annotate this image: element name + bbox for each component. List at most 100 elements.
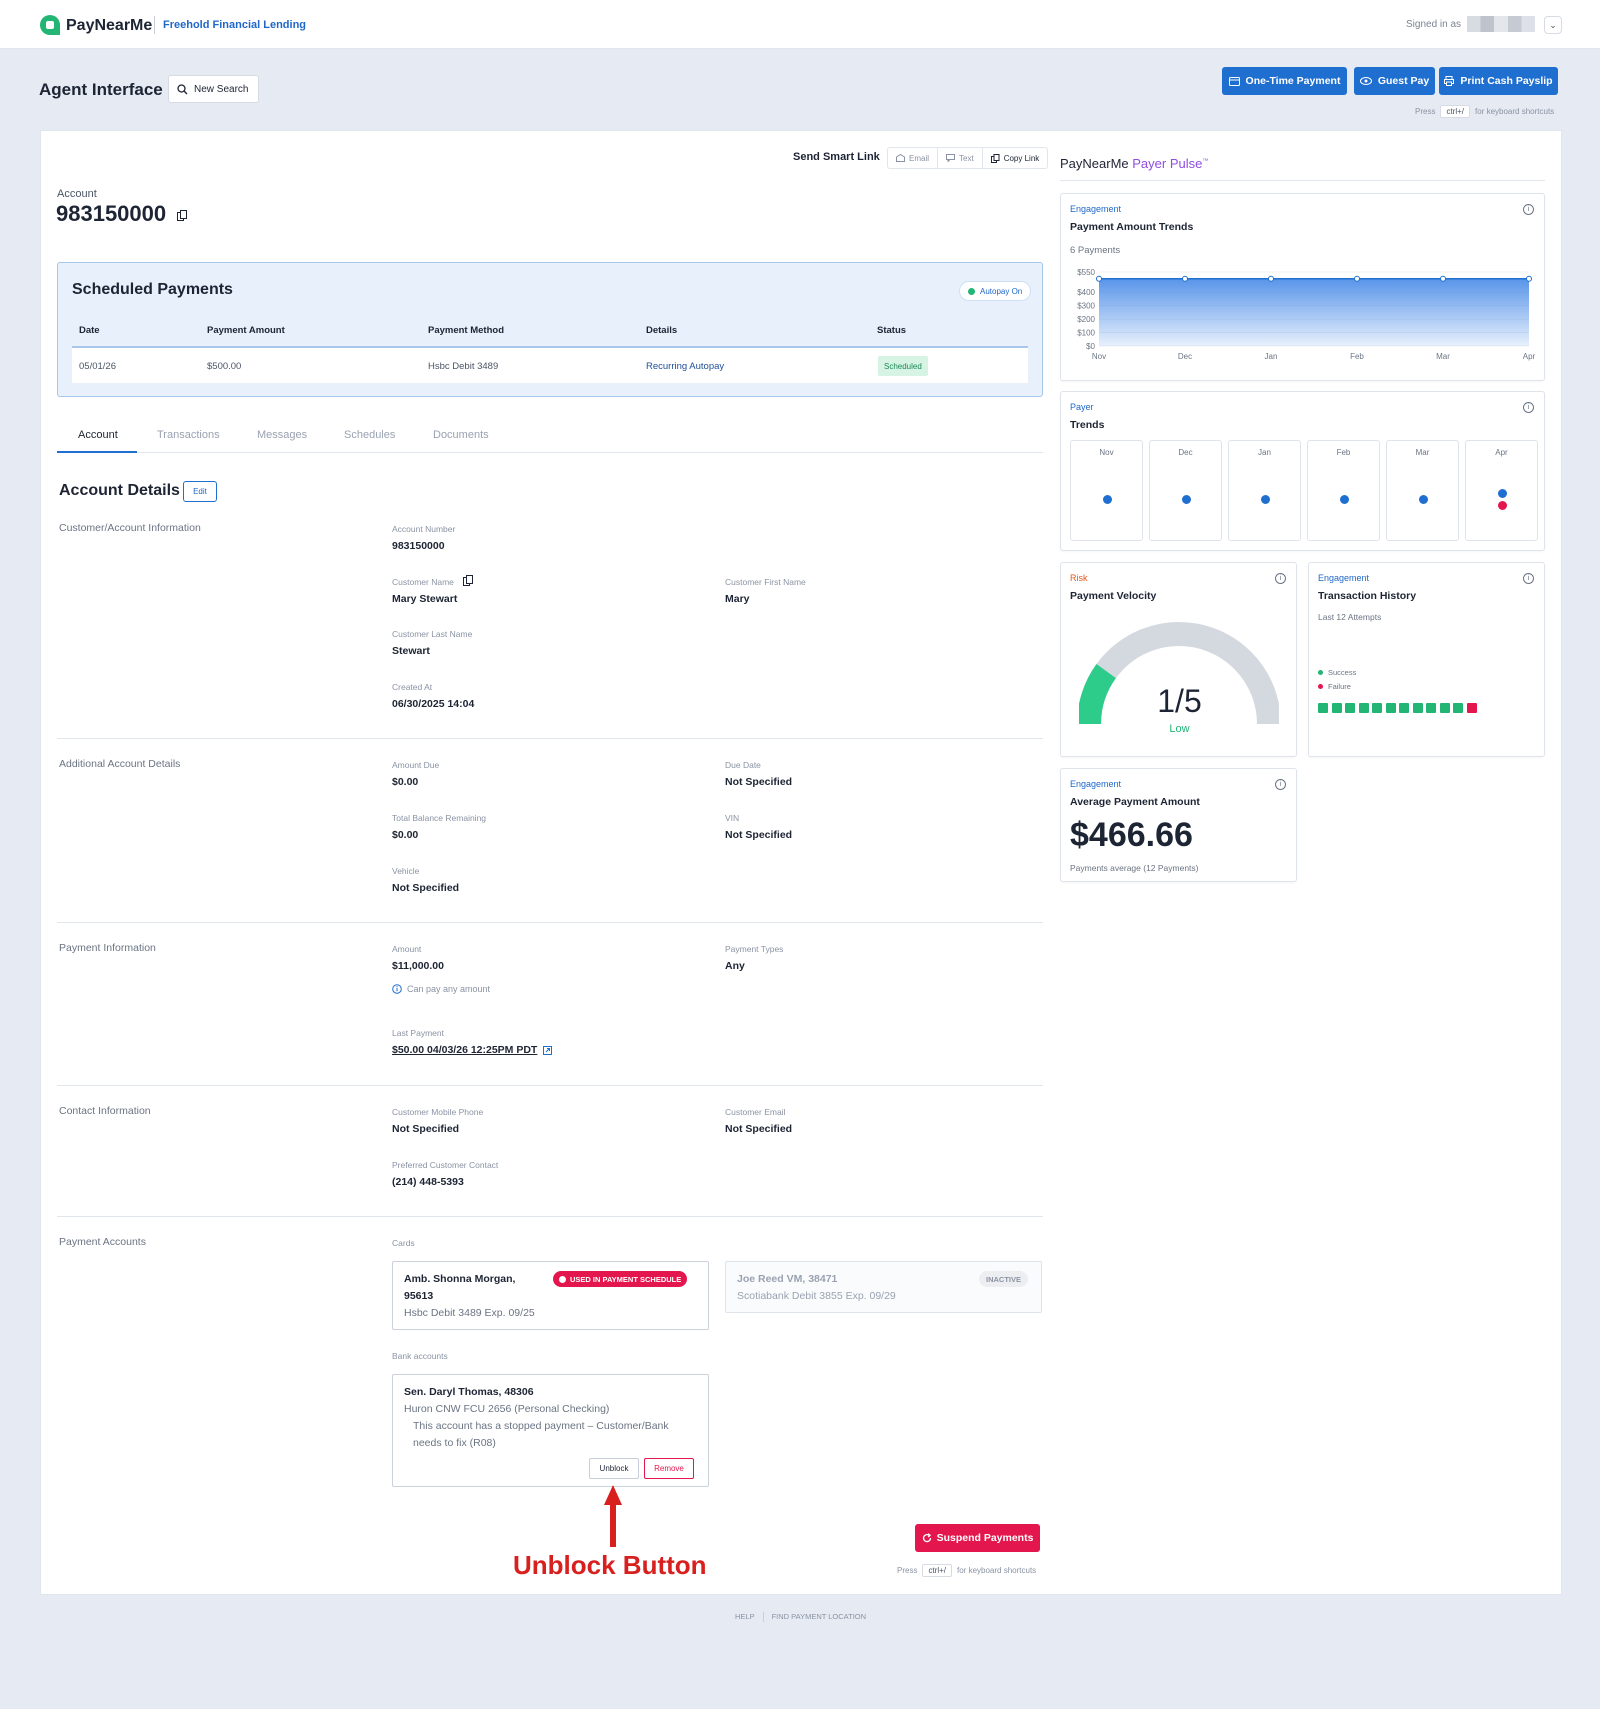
user-name-redacted <box>1467 16 1535 32</box>
status-dot-icon <box>968 287 975 295</box>
panel-title: Trends <box>1070 419 1105 431</box>
partner-name[interactable]: Freehold Financial Lending <box>163 19 307 31</box>
payer-dot <box>1182 495 1191 504</box>
payment-card-2[interactable]: Joe Reed VM, 38471 Scotiabank Debit 3855… <box>725 1261 1042 1313</box>
y-tick-label: $200 <box>1077 315 1095 324</box>
data-point[interactable] <box>1440 275 1446 282</box>
field-label: Payment Types <box>725 944 784 954</box>
email-link-button[interactable]: Email <box>888 148 939 168</box>
card-detail: Scotiabank Debit 3855 Exp. 09/29 <box>737 1290 896 1302</box>
print-cash-payslip-button[interactable]: Print Cash Payslip <box>1439 67 1558 95</box>
bank-holder-name: Sen. Daryl Thomas, 48306 <box>404 1386 534 1398</box>
payer-dot <box>1261 495 1270 504</box>
field-label: Customer Email <box>725 1107 786 1117</box>
any-amount-note: Can pay any amount <box>392 984 490 994</box>
find-payment-location-link[interactable]: FIND PAYMENT LOCATION <box>771 1612 867 1621</box>
section-additional-details: Additional Account Details <box>59 758 181 770</box>
attempt-success <box>1453 703 1463 713</box>
last-payment-link[interactable]: $50.00 04/03/26 12:25PM PDT <box>392 1044 553 1056</box>
unblock-button[interactable]: Unblock <box>589 1458 639 1479</box>
print-cash-payslip-label: Print Cash Payslip <box>1460 75 1553 87</box>
refresh-icon <box>922 1533 931 1543</box>
account-label: Account <box>57 188 97 200</box>
month-box-dec: Dec <box>1149 440 1222 541</box>
divider <box>57 922 1043 923</box>
account-menu-chevron-icon[interactable]: ⌄ <box>1544 16 1562 34</box>
remove-button[interactable]: Remove <box>644 1458 694 1479</box>
help-link[interactable]: HELP <box>735 1612 755 1621</box>
tab-schedules[interactable]: Schedules <box>344 429 396 441</box>
bank-account-card: Sen. Daryl Thomas, 48306 Huron CNW FCU 2… <box>392 1374 709 1487</box>
tab-account[interactable]: Account <box>78 429 118 441</box>
cell-method: Hsbc Debit 3489 <box>428 361 499 372</box>
info-icon[interactable]: i <box>1523 573 1534 584</box>
copy-name-icon[interactable] <box>463 575 473 586</box>
bank-detail: Huron CNW FCU 2656 (Personal Checking) <box>404 1403 610 1415</box>
info-icon[interactable]: i <box>1275 573 1286 584</box>
suspend-label: Suspend Payments <box>936 1532 1034 1544</box>
panel-title: Payment Velocity <box>1070 590 1157 602</box>
active-tab-indicator <box>57 451 137 453</box>
search-icon <box>177 83 188 94</box>
stopped-payment-warning: This account has a stopped payment – Cus… <box>413 1420 669 1432</box>
attempt-success <box>1331 703 1342 713</box>
payment-velocity-panel: Risk Payment Velocity i 1/5 Low <box>1060 562 1297 757</box>
field-value: Not Specified <box>725 776 793 788</box>
legend-success: Success <box>1318 668 1356 677</box>
edit-button[interactable]: Edit <box>183 481 217 502</box>
printer-icon <box>1444 76 1455 86</box>
annotation-label: Unblock Button <box>513 1550 707 1580</box>
tab-messages[interactable]: Messages <box>257 429 308 441</box>
payment-card-1[interactable]: Amb. Shonna Morgan, 95613 Hsbc Debit 348… <box>392 1261 709 1330</box>
y-tick-label: $0 <box>1086 342 1095 351</box>
data-point[interactable] <box>1268 275 1274 282</box>
tab-documents[interactable]: Documents <box>433 429 489 441</box>
copy-link-button[interactable]: Copy Link <box>983 148 1048 168</box>
guest-pay-button[interactable]: Guest Pay <box>1354 67 1435 95</box>
info-icon <box>392 984 402 994</box>
x-tick-label: Jan <box>1265 352 1278 361</box>
pulse-title-brand: PayNearMe <box>1060 156 1129 171</box>
payment-amount-trends-panel: Engagement Payment Amount Trends i 6 Pay… <box>1060 193 1545 381</box>
bank-accounts-label: Bank accounts <box>392 1351 448 1361</box>
field-label: Customer Last Name <box>392 629 473 639</box>
new-search-button[interactable]: New Search <box>168 75 259 103</box>
email-label: Email <box>909 153 930 163</box>
field-label: Customer Name <box>392 577 454 587</box>
attempt-success <box>1399 703 1409 713</box>
data-point[interactable] <box>1182 275 1188 282</box>
field-label: Customer First Name <box>725 577 806 587</box>
info-icon[interactable]: i <box>1523 402 1534 413</box>
eye-icon <box>1359 77 1372 85</box>
scheduled-payments-panel: Scheduled Payments Autopay On Date Payme… <box>57 262 1043 397</box>
attempt-failure <box>1466 703 1477 713</box>
x-tick-label: Dec <box>1178 352 1192 361</box>
data-point[interactable] <box>1526 275 1532 282</box>
field-value: $11,000.00 <box>392 960 444 972</box>
info-icon[interactable]: i <box>1523 204 1534 215</box>
suspend-payments-button[interactable]: Suspend Payments <box>915 1524 1040 1552</box>
legend-label: Failure <box>1328 682 1351 691</box>
month-label: Apr <box>1495 448 1508 457</box>
tab-transactions[interactable]: Transactions <box>157 429 220 441</box>
text-link-button[interactable]: Text <box>938 148 983 168</box>
cell-details-link[interactable]: Recurring Autopay <box>646 361 725 372</box>
info-icon[interactable]: i <box>1275 779 1286 790</box>
field-label: Due Date <box>725 760 761 770</box>
panel-kicker: Engagement <box>1070 204 1122 214</box>
attempt-success <box>1439 703 1450 713</box>
field-value: (214) 448-5393 <box>392 1176 464 1188</box>
account-details-title: Account Details <box>59 482 180 499</box>
data-point[interactable] <box>1096 275 1102 282</box>
mail-icon <box>896 154 905 162</box>
legend-dot-icon <box>1318 684 1323 689</box>
attempt-success <box>1385 703 1396 713</box>
month-box-mar: Mar <box>1386 440 1459 541</box>
data-point[interactable] <box>1354 275 1360 282</box>
keyboard-shortcut-hint-bottom: Press ctrl+/ for keyboard shortcuts <box>897 1564 1036 1577</box>
hint-press: Press <box>1415 107 1436 116</box>
one-time-payment-button[interactable]: One-Time Payment <box>1222 67 1347 95</box>
copy-account-number-icon[interactable] <box>177 210 187 221</box>
attempt-success <box>1412 703 1423 713</box>
